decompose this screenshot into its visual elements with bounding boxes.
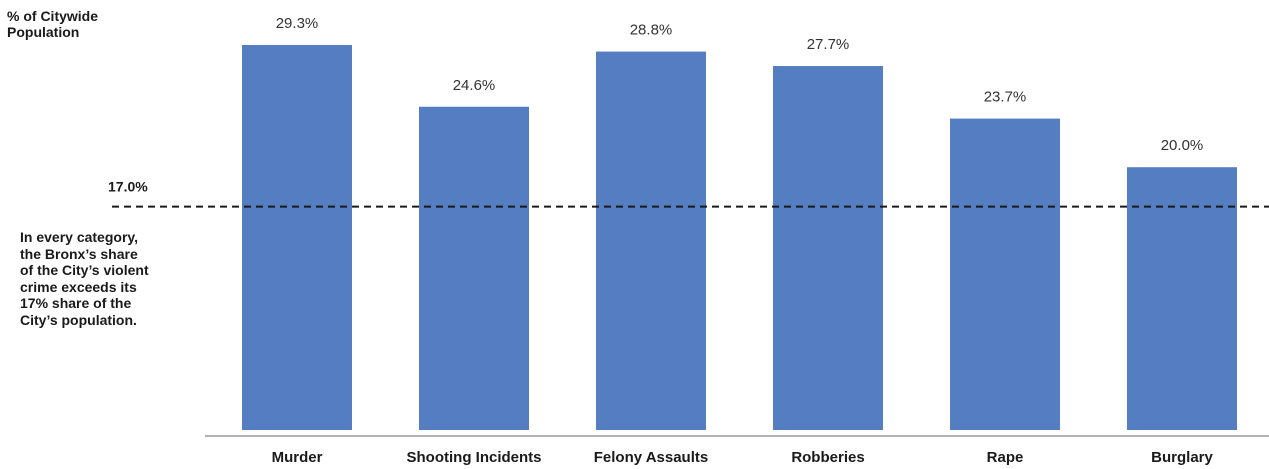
category-label: Felony Assaults	[594, 449, 708, 466]
annotation-line-6: City’s population.	[20, 311, 137, 328]
value-label: 20.0%	[1161, 137, 1204, 154]
value-label: 27.7%	[807, 36, 850, 53]
y-axis-label-line-1: % of Citywide	[7, 8, 99, 24]
category-label: Rape	[987, 449, 1024, 466]
reference-line-label: 17.0%	[108, 179, 148, 195]
category-label: Burglary	[1151, 449, 1213, 466]
category-label: Shooting Incidents	[407, 449, 542, 466]
annotation-line-2: the Bronx’s share	[20, 245, 138, 262]
y-axis-label-line-2: Population	[7, 24, 80, 40]
annotation-line-4: crime exceeds its	[20, 278, 137, 295]
category-label: Murder	[272, 449, 323, 466]
y-axis-label: % of Citywide Population	[7, 8, 147, 40]
annotation-line-3: of the City’s violent	[20, 262, 149, 278]
annotation-note: In every category, the Bronx’s share of …	[20, 229, 210, 328]
value-label: 28.8%	[630, 22, 673, 39]
value-label: 23.7%	[984, 89, 1027, 106]
bar-rape	[950, 118, 1060, 430]
bar-shooting-incidents	[419, 106, 529, 430]
bar-felony-assaults	[596, 51, 706, 430]
value-label: 24.6%	[453, 77, 496, 94]
category-label: Robberies	[791, 449, 864, 466]
value-label: 29.3%	[276, 15, 319, 32]
bar-murder	[242, 45, 352, 430]
annotation-line-5: 17% share of the	[20, 295, 132, 311]
bar-robberies	[773, 66, 883, 430]
annotation-line-1: In every category,	[20, 229, 139, 245]
bar-burglary	[1127, 167, 1237, 431]
